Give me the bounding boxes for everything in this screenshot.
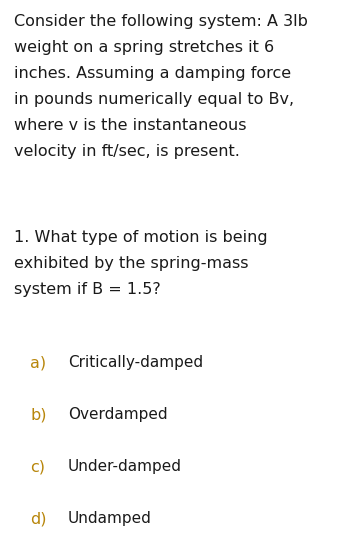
Text: system if B = 1.5?: system if B = 1.5? xyxy=(14,282,161,297)
Text: 1. What type of motion is being: 1. What type of motion is being xyxy=(14,230,268,245)
Text: weight on a spring stretches it 6: weight on a spring stretches it 6 xyxy=(14,40,274,55)
Text: Overdamped: Overdamped xyxy=(68,407,168,422)
Text: c): c) xyxy=(30,459,45,474)
Text: velocity in ft/sec, is present.: velocity in ft/sec, is present. xyxy=(14,144,240,159)
Text: Under-damped: Under-damped xyxy=(68,459,182,474)
Text: inches. Assuming a damping force: inches. Assuming a damping force xyxy=(14,66,291,81)
Text: Critically-damped: Critically-damped xyxy=(68,355,203,370)
Text: Consider the following system: A 3lb: Consider the following system: A 3lb xyxy=(14,14,308,29)
Text: a): a) xyxy=(30,355,46,370)
Text: b): b) xyxy=(30,407,46,422)
Text: in pounds numerically equal to Bv,: in pounds numerically equal to Bv, xyxy=(14,92,294,107)
Text: Undamped: Undamped xyxy=(68,511,152,526)
Text: where v is the instantaneous: where v is the instantaneous xyxy=(14,118,247,133)
Text: d): d) xyxy=(30,511,46,526)
Text: exhibited by the spring-mass: exhibited by the spring-mass xyxy=(14,256,249,271)
